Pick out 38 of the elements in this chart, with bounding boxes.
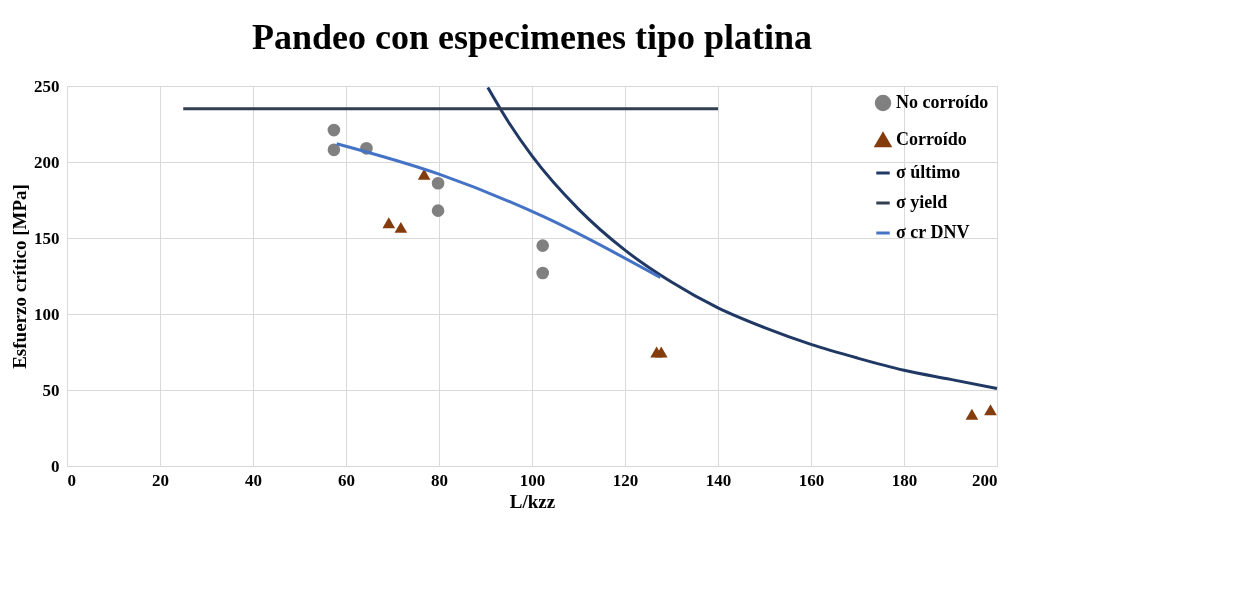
point	[536, 239, 550, 252]
legend-label: No corroído	[896, 92, 989, 112]
y-tick-label: 150	[34, 228, 60, 248]
legend-label: σ cr DNV	[896, 222, 970, 242]
point	[965, 408, 979, 420]
point	[654, 346, 668, 358]
y-tick-label: 250	[34, 76, 60, 96]
y-tick-label: 100	[34, 304, 60, 324]
point	[327, 143, 341, 157]
point	[417, 168, 431, 180]
x-tick-label: 100	[519, 470, 546, 490]
y-axis-title: Esfuerzo crítico [MPa]	[9, 184, 30, 369]
x-tick-label: 80	[431, 470, 448, 490]
y-tick-label: 0	[51, 456, 60, 476]
point	[431, 204, 445, 217]
point	[382, 217, 396, 229]
x-axis-title: L/kzz	[509, 490, 556, 512]
x-tick-label: 20	[152, 470, 169, 490]
legend-label: σ yield	[896, 192, 948, 212]
chart-title: Pandeo con especimenes tipo platina	[251, 17, 813, 57]
line-series	[486, 86, 999, 390]
x-tick-label: 160	[798, 470, 825, 490]
x-tick-label: 120	[612, 470, 639, 490]
point	[431, 176, 445, 190]
x-tick-label: 40	[245, 470, 262, 490]
point	[394, 221, 408, 233]
point	[327, 123, 341, 137]
x-tick-label: 60	[338, 470, 355, 490]
x-tick-label: 140	[705, 470, 732, 490]
legend-label: σ último	[896, 162, 961, 182]
y-tick-label: 50	[42, 380, 60, 400]
point	[984, 404, 997, 416]
y-tick-label: 200	[34, 152, 60, 172]
x-tick-label: 200	[972, 470, 998, 490]
legend-label: Corroído	[896, 129, 967, 149]
point	[536, 266, 550, 280]
x-tick-label: 0	[67, 470, 76, 490]
x-tick-label: 180	[891, 470, 918, 490]
